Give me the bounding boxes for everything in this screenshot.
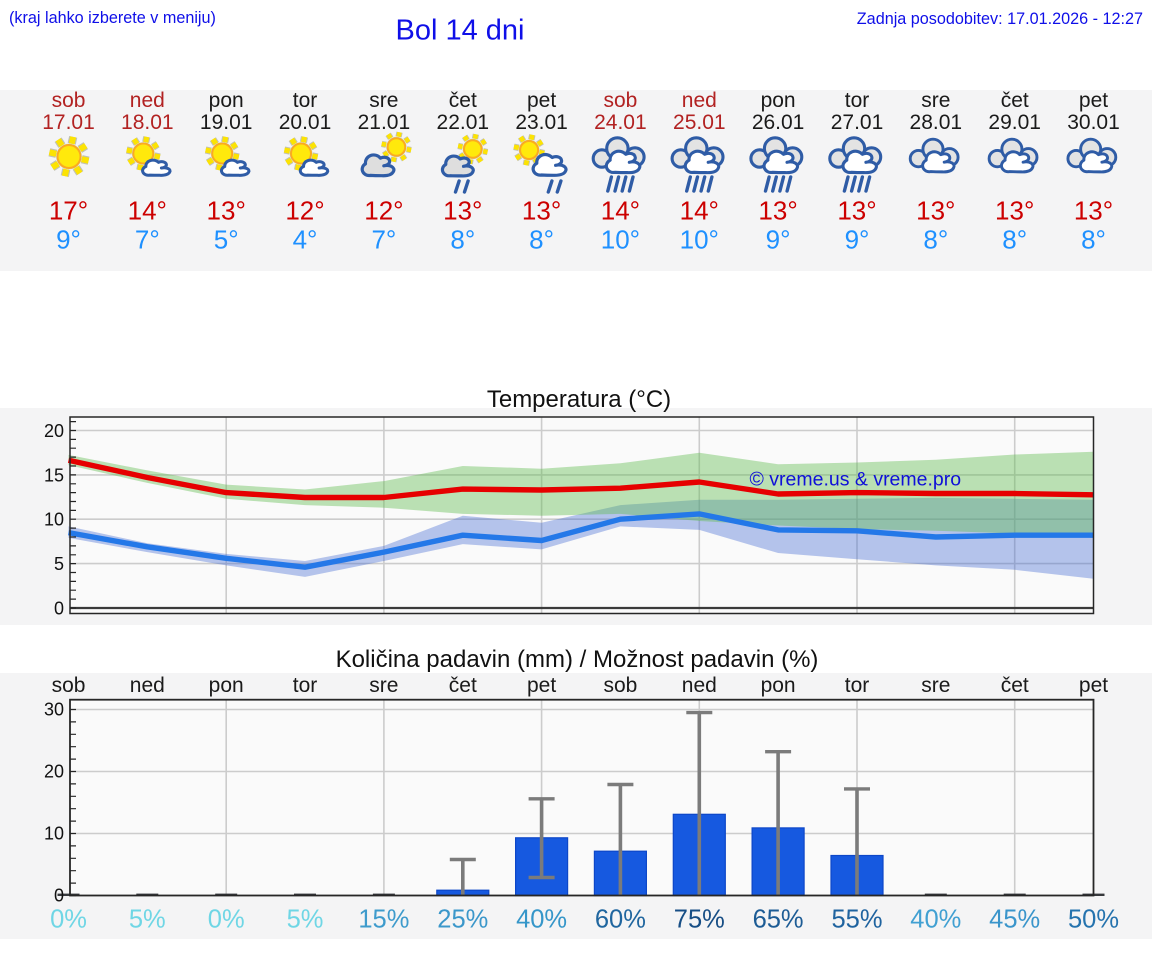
svg-text:čet: čet: [1001, 674, 1029, 697]
svg-text:tor: tor: [845, 674, 870, 697]
svg-text:19.01: 19.01: [200, 111, 253, 134]
svg-text:29.01: 29.01: [988, 111, 1041, 134]
svg-text:7°: 7°: [371, 225, 396, 255]
svg-text:55%: 55%: [831, 906, 882, 934]
svg-text:8°: 8°: [1002, 225, 1027, 255]
svg-text:14°: 14°: [128, 196, 167, 226]
svg-text:9°: 9°: [766, 225, 791, 255]
svg-text:15%: 15%: [358, 906, 409, 934]
svg-text:ned: ned: [682, 89, 717, 112]
svg-text:30.01: 30.01: [1067, 111, 1120, 134]
svg-text:ned: ned: [130, 89, 165, 112]
svg-text:13°: 13°: [522, 196, 561, 226]
svg-text:Količina padavin (mm) / Možnos: Količina padavin (mm) / Možnost padavin …: [336, 646, 819, 673]
svg-text:65%: 65%: [753, 906, 804, 934]
svg-text:15: 15: [44, 465, 64, 485]
svg-text:30: 30: [44, 700, 64, 720]
svg-text:Bol 14 dni: Bol 14 dni: [396, 15, 525, 47]
svg-text:13°: 13°: [758, 196, 797, 226]
svg-text:sob: sob: [603, 89, 637, 112]
svg-text:8°: 8°: [529, 225, 554, 255]
svg-text:sre: sre: [369, 89, 398, 112]
svg-text:13°: 13°: [1074, 196, 1113, 226]
svg-text:(kraj lahko izberete v meniju): (kraj lahko izberete v meniju): [9, 9, 216, 27]
svg-text:pet: pet: [527, 89, 556, 112]
svg-text:13°: 13°: [995, 196, 1034, 226]
svg-text:10: 10: [44, 510, 64, 530]
svg-text:18.01: 18.01: [121, 111, 174, 134]
svg-text:8°: 8°: [1081, 225, 1106, 255]
svg-text:0%: 0%: [208, 906, 245, 934]
svg-text:10: 10: [44, 824, 64, 844]
svg-text:sre: sre: [921, 674, 950, 697]
svg-text:20: 20: [44, 421, 64, 441]
svg-text:27.01: 27.01: [831, 111, 884, 134]
svg-text:24.01: 24.01: [594, 111, 647, 134]
svg-text:8°: 8°: [450, 225, 475, 255]
svg-text:50%: 50%: [1068, 906, 1119, 934]
svg-text:22.01: 22.01: [437, 111, 490, 134]
svg-text:10°: 10°: [680, 225, 719, 255]
svg-text:Zadnja posodobitev: 17.01.2026: Zadnja posodobitev: 17.01.2026 - 12:27: [857, 10, 1143, 28]
svg-text:pon: pon: [209, 674, 244, 697]
svg-text:10°: 10°: [601, 225, 640, 255]
svg-text:28.01: 28.01: [910, 111, 963, 134]
svg-text:40%: 40%: [516, 906, 567, 934]
svg-text:17°: 17°: [49, 196, 88, 226]
svg-text:20: 20: [44, 762, 64, 782]
svg-text:čet: čet: [1001, 89, 1029, 112]
svg-text:0: 0: [54, 598, 64, 618]
svg-text:13°: 13°: [443, 196, 482, 226]
svg-text:5: 5: [54, 554, 64, 574]
svg-text:13°: 13°: [837, 196, 876, 226]
svg-text:5°: 5°: [214, 225, 239, 255]
svg-text:© vreme.us & vreme.pro: © vreme.us & vreme.pro: [750, 469, 962, 491]
svg-text:tor: tor: [293, 89, 318, 112]
svg-text:8°: 8°: [923, 225, 948, 255]
svg-text:26.01: 26.01: [752, 111, 805, 134]
svg-text:čet: čet: [449, 89, 477, 112]
svg-text:14°: 14°: [601, 196, 640, 226]
svg-text:čet: čet: [449, 674, 477, 697]
svg-text:4°: 4°: [293, 225, 318, 255]
svg-text:pon: pon: [209, 89, 244, 112]
svg-text:13°: 13°: [207, 196, 246, 226]
svg-text:sob: sob: [52, 674, 86, 697]
svg-text:17.01: 17.01: [42, 111, 95, 134]
svg-text:pon: pon: [761, 674, 796, 697]
svg-text:75%: 75%: [674, 906, 725, 934]
svg-text:sob: sob: [603, 674, 637, 697]
svg-text:sre: sre: [369, 674, 398, 697]
svg-text:60%: 60%: [595, 906, 646, 934]
svg-text:pet: pet: [1079, 89, 1108, 112]
svg-text:ned: ned: [682, 674, 717, 697]
svg-text:pon: pon: [761, 89, 796, 112]
svg-text:20.01: 20.01: [279, 111, 332, 134]
svg-text:25%: 25%: [437, 906, 488, 934]
svg-text:Temperatura (°C): Temperatura (°C): [487, 386, 671, 413]
svg-text:13°: 13°: [916, 196, 955, 226]
svg-text:12°: 12°: [364, 196, 403, 226]
svg-text:23.01: 23.01: [515, 111, 568, 134]
svg-text:45%: 45%: [989, 906, 1040, 934]
svg-text:pet: pet: [1079, 674, 1108, 697]
svg-text:5%: 5%: [129, 906, 166, 934]
svg-text:40%: 40%: [910, 906, 961, 934]
svg-text:9°: 9°: [845, 225, 870, 255]
svg-text:pet: pet: [527, 674, 556, 697]
svg-text:7°: 7°: [135, 225, 160, 255]
svg-text:0%: 0%: [50, 906, 87, 934]
svg-text:0: 0: [54, 886, 64, 906]
svg-text:9°: 9°: [56, 225, 81, 255]
svg-text:sre: sre: [921, 89, 950, 112]
svg-text:tor: tor: [845, 89, 870, 112]
svg-text:25.01: 25.01: [673, 111, 726, 134]
svg-text:sob: sob: [52, 89, 86, 112]
svg-text:14°: 14°: [680, 196, 719, 226]
svg-text:12°: 12°: [285, 196, 324, 226]
svg-text:ned: ned: [130, 674, 165, 697]
svg-text:21.01: 21.01: [358, 111, 411, 134]
svg-text:5%: 5%: [287, 906, 324, 934]
svg-text:tor: tor: [293, 674, 318, 697]
